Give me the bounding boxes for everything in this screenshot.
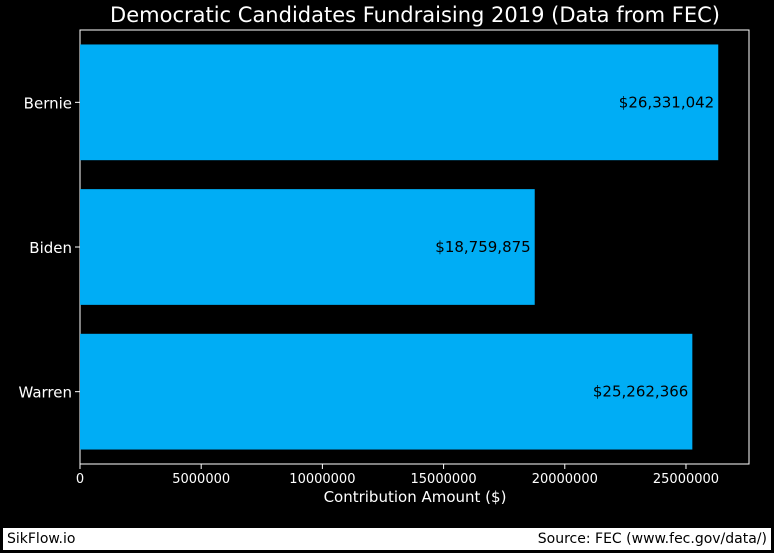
x-axis-label: Contribution Amount ($) (324, 488, 507, 506)
x-tick-label: 0 (76, 472, 84, 487)
x-tick-label: 10000000 (289, 472, 355, 487)
bar-chart: Democratic Candidates Fundraising 2019 (… (0, 0, 774, 528)
x-tick-label: 15000000 (411, 472, 477, 487)
x-axis-ticks: 0 5000000 10000000 15000000 20000000 25000000 (76, 464, 719, 487)
y-tick-label-warren: Warren (18, 384, 72, 402)
y-axis-ticks: Bernie Biden Warren (18, 94, 80, 401)
bar-value-label-warren: $25,262,366 (593, 383, 688, 401)
bars-layer: $26,331,042 $18,759,875 $25,262,366 (80, 44, 718, 449)
footer-bar: SikFlow.io Source: FEC (www.fec.gov/data… (3, 528, 771, 550)
bar-value-label-biden: $18,759,875 (435, 238, 530, 256)
x-tick-label: 20000000 (532, 472, 598, 487)
footer-brand: SikFlow.io (7, 531, 75, 547)
chart-title: Democratic Candidates Fundraising 2019 (… (110, 3, 720, 27)
y-tick-label-bernie: Bernie (24, 94, 72, 112)
bar-value-label-bernie: $26,331,042 (619, 93, 714, 111)
y-tick-label-biden: Biden (29, 239, 72, 257)
x-tick-label: 5000000 (172, 472, 230, 487)
footer-source: Source: FEC (www.fec.gov/data/) (538, 531, 767, 547)
x-tick-label: 25000000 (653, 472, 719, 487)
